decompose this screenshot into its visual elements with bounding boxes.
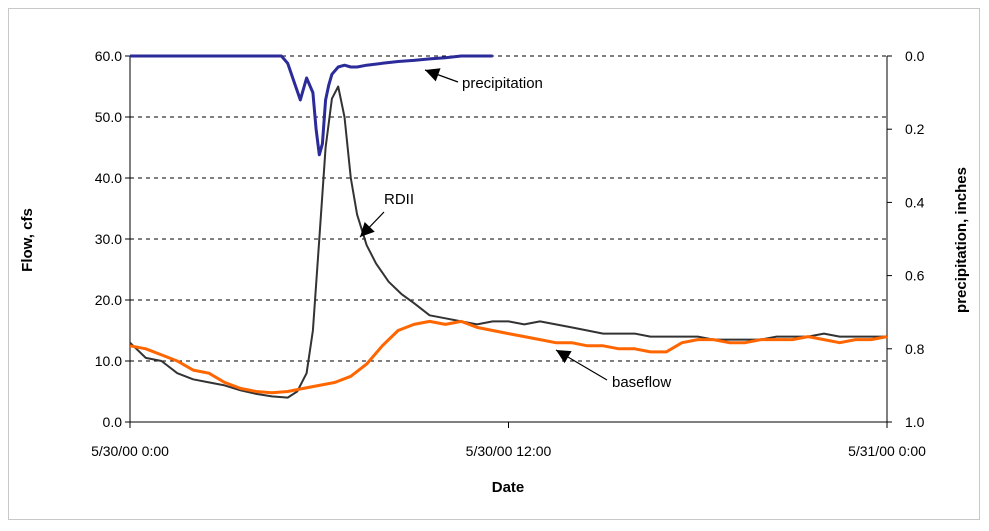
x-tick-label: 5/31/00 0:00 (848, 443, 926, 459)
y-tick-label: 40.0 (95, 170, 122, 186)
annotation-baseflow-arrow-head (556, 350, 572, 364)
tick-labels: 0.0 10.0 20.0 30.0 40.0 50.0 60.0 0.0 0.2 0.4 0.6 0… (91, 48, 926, 459)
annotation-rdii-label: RDII (384, 191, 414, 208)
y-tick-label: 60.0 (95, 48, 122, 64)
y-axis-title: Flow, cfs (19, 208, 36, 272)
grid-lines (130, 55, 887, 362)
series-baseflow-line (129, 319, 888, 395)
y2-tick-label: 0.2 (905, 121, 925, 137)
y-tick-label: 50.0 (95, 109, 122, 125)
series-lines (129, 54, 888, 399)
y-tick-label: 20.0 (95, 292, 122, 308)
y2-axis-title: precipitation, inches (953, 167, 970, 313)
annotation-precipitation-label: precipitation (462, 75, 543, 92)
y-tick-label: 30.0 (95, 231, 122, 247)
y-tick-label: 10.0 (95, 353, 122, 369)
annotation-precipitation-arrow-head (425, 68, 441, 82)
series-rdii-line (129, 85, 887, 399)
x-axis-title: Date (492, 479, 525, 496)
series-precipitation-line (130, 54, 493, 157)
y2-tick-label: 0.6 (905, 268, 925, 284)
y2-tick-label: 0.8 (905, 341, 925, 357)
annotations: precipitation RDII baseflow (359, 68, 671, 391)
annotation-rdii-arrow-head (360, 222, 375, 237)
y2-tick-label: 0.4 (905, 194, 925, 210)
annotation-baseflow-label: baseflow (612, 374, 671, 391)
x-tick-label: 5/30/00 0:00 (91, 443, 169, 459)
axes (125, 55, 892, 428)
x-tick-label: 5/30/00 12:00 (466, 443, 552, 459)
y-tick-label: 0.0 (103, 414, 123, 430)
y2-tick-label: 1.0 (905, 414, 925, 430)
y2-tick-label: 0.0 (905, 48, 925, 64)
chart-frame (8, 8, 980, 520)
